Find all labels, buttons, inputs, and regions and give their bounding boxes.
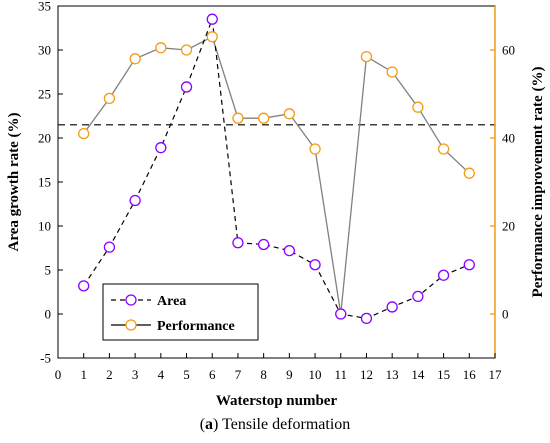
area-point bbox=[283, 244, 296, 257]
right-axis-title: Performance improvement rate (%) bbox=[530, 67, 546, 298]
x-tick-label: 8 bbox=[260, 367, 267, 382]
performance-point bbox=[232, 112, 244, 124]
performance-point bbox=[386, 66, 398, 78]
caption-text: Tensile deformation bbox=[218, 416, 351, 433]
x-tick-label: 16 bbox=[463, 367, 477, 382]
x-axis-title: Waterstop number bbox=[216, 393, 338, 409]
area-line bbox=[83, 18, 470, 320]
area-point bbox=[386, 301, 398, 313]
x-tick-label: 10 bbox=[309, 367, 322, 382]
left-tick-label: -5 bbox=[40, 351, 51, 366]
area-point bbox=[360, 312, 373, 325]
x-tick-label: 1 bbox=[80, 367, 87, 382]
legend-box bbox=[102, 283, 259, 341]
right-tick-label: 40 bbox=[502, 131, 515, 146]
legend-performance-label: Performance bbox=[157, 319, 235, 334]
x-tick-label: 4 bbox=[158, 367, 165, 382]
area-point bbox=[78, 280, 90, 292]
x-tick-label: 6 bbox=[209, 367, 216, 382]
left-tick-label: 0 bbox=[45, 307, 52, 322]
legend-area-marker bbox=[125, 294, 137, 306]
left-tick-label: 35 bbox=[38, 0, 51, 14]
area-point bbox=[257, 238, 270, 251]
performance-point bbox=[437, 143, 450, 155]
performance-point bbox=[360, 50, 373, 63]
left-axis-ticks: -5 0 5 10 15 20 25 30 35 bbox=[38, 0, 63, 366]
left-tick-label: 25 bbox=[38, 87, 51, 102]
performance-line bbox=[83, 35, 470, 315]
left-tick-label: 5 bbox=[45, 263, 52, 278]
x-tick-label: 0 bbox=[55, 367, 62, 382]
area-point bbox=[335, 308, 347, 320]
legend-area-label: Area bbox=[157, 294, 186, 309]
series-markers bbox=[78, 13, 475, 325]
performance-point bbox=[206, 31, 218, 43]
performance-point bbox=[78, 127, 90, 140]
area-point bbox=[103, 241, 116, 253]
x-tick-label: 14 bbox=[411, 367, 425, 382]
caption-close-paren: ) bbox=[213, 416, 219, 433]
performance-point bbox=[412, 101, 424, 113]
performance-point bbox=[283, 108, 296, 120]
area-point bbox=[129, 194, 141, 207]
series-lines bbox=[83, 18, 470, 320]
area-point bbox=[412, 290, 424, 303]
area-point bbox=[180, 81, 193, 93]
area-point bbox=[463, 259, 475, 271]
legend: Area Performance bbox=[102, 283, 259, 341]
x-tick-label: 15 bbox=[437, 367, 450, 382]
right-axis-ticks: 0 20 40 60 bbox=[490, 43, 515, 322]
x-tick-label: 7 bbox=[235, 367, 242, 382]
x-tick-label: 11 bbox=[334, 367, 347, 382]
performance-point bbox=[257, 112, 270, 124]
right-tick-label: 0 bbox=[502, 307, 509, 322]
x-tick-label: 3 bbox=[132, 367, 139, 382]
left-tick-label: 15 bbox=[38, 175, 51, 190]
x-axis-ticks: 0 1 2 3 4 5 6 7 8 9 10 11 12 13 14 15 16 17 bbox=[55, 353, 502, 382]
right-tick-label: 60 bbox=[502, 43, 515, 58]
x-tick-label: 9 bbox=[286, 367, 293, 382]
right-tick-label: 20 bbox=[502, 219, 515, 234]
x-tick-label: 12 bbox=[360, 367, 373, 382]
figure-caption: (a) Tensile deformation bbox=[0, 416, 550, 434]
area-point bbox=[155, 142, 167, 154]
performance-point bbox=[129, 53, 141, 65]
x-tick-label: 13 bbox=[386, 367, 399, 382]
x-tick-label: 2 bbox=[106, 367, 113, 382]
chart: 0 1 2 3 4 5 6 7 8 9 10 11 12 13 14 15 16 17 -505101520253… bbox=[6, 0, 546, 409]
area-point bbox=[206, 13, 218, 25]
performance-point bbox=[155, 42, 167, 54]
x-tick-label: 17 bbox=[489, 367, 503, 382]
performance-point bbox=[309, 143, 321, 155]
left-tick-label: 10 bbox=[38, 219, 51, 234]
x-tick-label: 5 bbox=[183, 367, 190, 382]
caption-open-paren: ( bbox=[199, 416, 206, 433]
performance-point bbox=[103, 92, 116, 105]
area-point bbox=[437, 269, 450, 281]
area-point bbox=[309, 259, 321, 271]
left-tick-label: 30 bbox=[38, 43, 51, 58]
left-tick-label: 20 bbox=[38, 131, 51, 146]
legend-performance-marker bbox=[125, 319, 137, 331]
area-point bbox=[232, 237, 244, 249]
performance-point bbox=[463, 167, 475, 179]
performance-point bbox=[180, 44, 193, 56]
left-axis-title: Area growth rate (%) bbox=[6, 113, 22, 252]
caption-letter: a bbox=[205, 416, 214, 433]
